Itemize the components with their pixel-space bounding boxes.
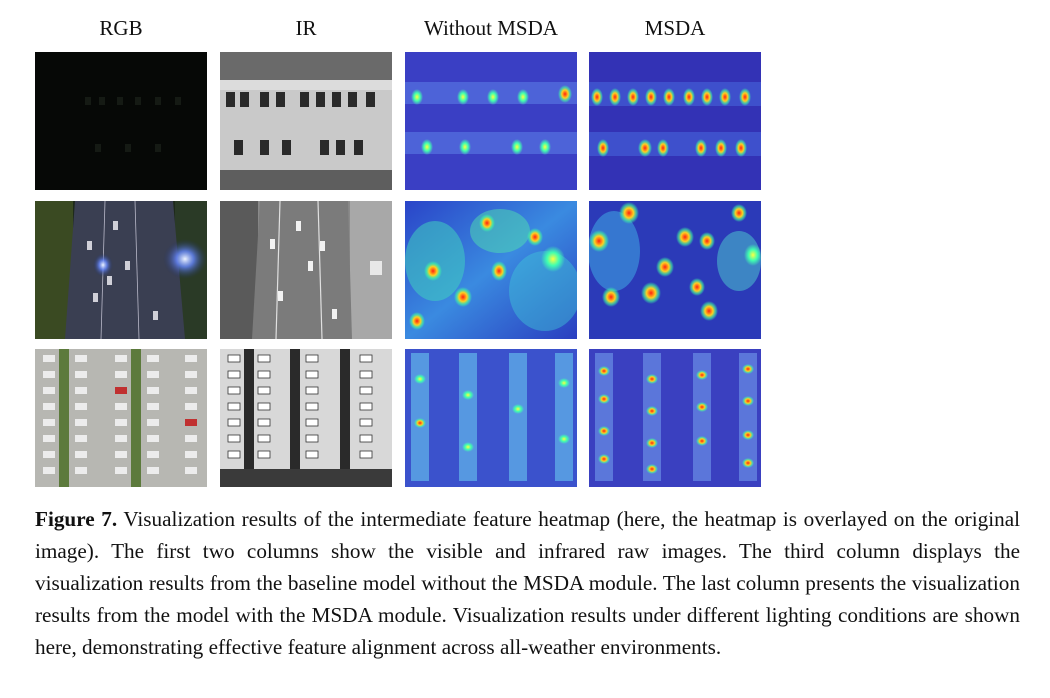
figure-caption-text: Visualization results of the intermediat… xyxy=(35,507,1020,659)
column-header-msda: MSDA xyxy=(644,16,706,40)
figure-caption: Figure 7. Visualization results of the i… xyxy=(35,503,1020,663)
row3-msda-heatmap xyxy=(589,349,761,487)
column-header-ir: IR xyxy=(295,16,317,40)
column-header-rgb: RGB xyxy=(99,16,143,40)
row3-without-msda-heatmap xyxy=(405,349,577,487)
row2-rgb-image xyxy=(35,201,207,339)
row2-msda-heatmap xyxy=(589,201,761,339)
row3-rgb-image xyxy=(35,349,207,487)
row2-ir-image xyxy=(220,201,392,339)
row1-ir-image xyxy=(220,52,392,190)
row1-rgb-image xyxy=(35,52,207,190)
row3-ir-image xyxy=(220,349,392,487)
row1-msda-heatmap xyxy=(589,52,761,190)
row2-without-msda-heatmap xyxy=(405,201,577,339)
figure-label: Figure 7. xyxy=(35,507,118,531)
row1-without-msda-heatmap xyxy=(405,52,577,190)
column-header-without-msda: Without MSDA xyxy=(424,16,558,40)
